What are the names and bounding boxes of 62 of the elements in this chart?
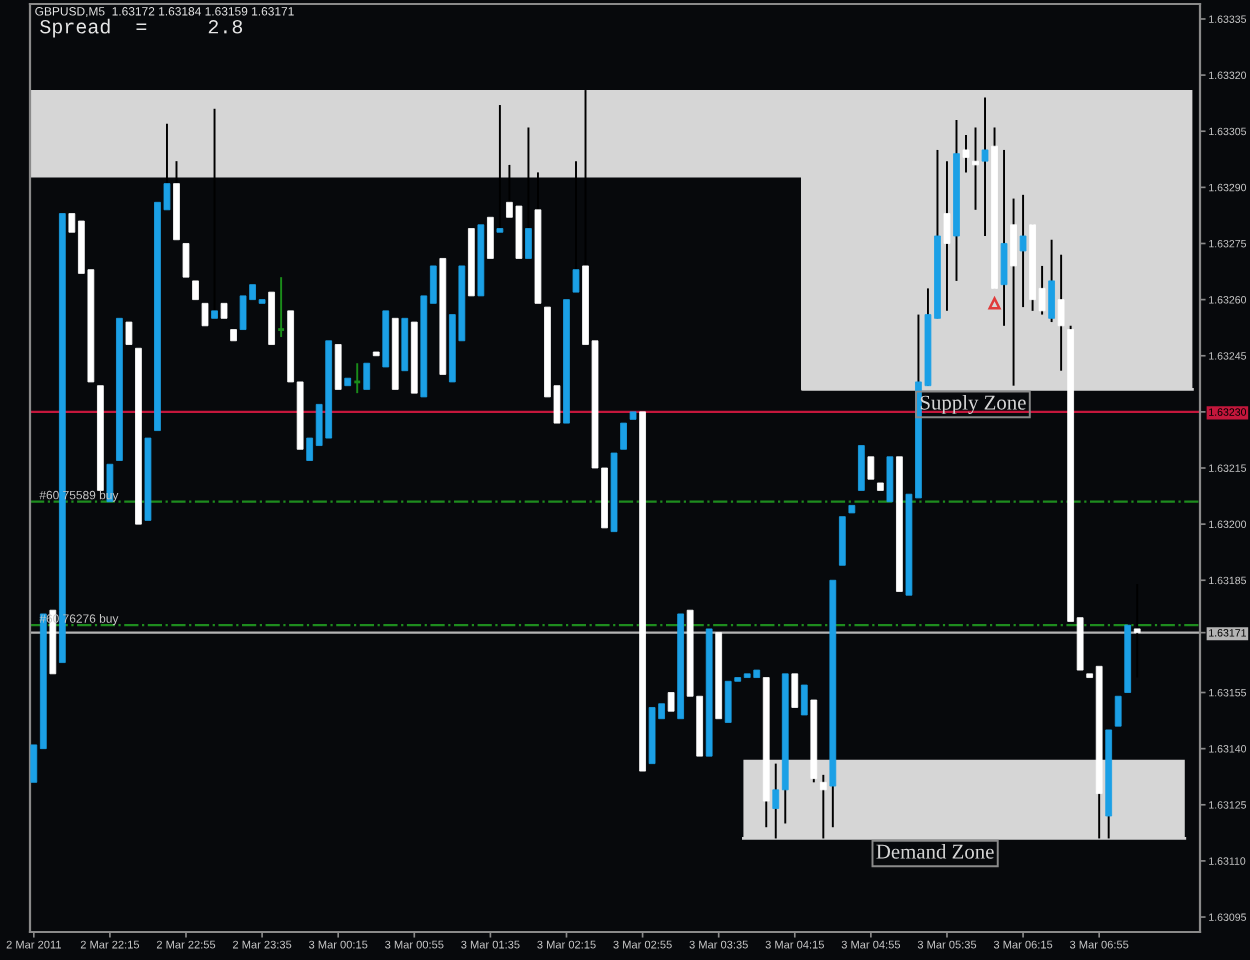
- candlestick: [1010, 197, 1017, 387]
- candlestick: [563, 299, 570, 424]
- candlestick: [858, 445, 865, 491]
- text: Spread = 2.8: [40, 18, 243, 38]
- candlestick: [677, 613, 684, 720]
- series-label: Demand Zone: [876, 844, 994, 859]
- candlestick: [667, 692, 675, 712]
- candlestick: [867, 456, 875, 480]
- candlestick: [439, 258, 447, 375]
- candlestick: [800, 684, 808, 716]
- candlestick: [230, 329, 237, 342]
- candlestick: [372, 351, 380, 357]
- candlestick: [211, 107, 218, 320]
- candlestick: [1048, 238, 1055, 324]
- candlestick: [943, 160, 951, 312]
- candlestick: [886, 456, 894, 503]
- candlestick: [363, 362, 371, 390]
- candlestick: [1133, 583, 1141, 679]
- candlestick: [382, 310, 390, 368]
- candlestick: [391, 317, 399, 390]
- candlestick: [1114, 695, 1122, 727]
- candlestick: [97, 385, 104, 491]
- candlestick: [116, 317, 123, 461]
- candlestick: [972, 126, 979, 211]
- candlestick: [1057, 253, 1065, 372]
- candlestick: [487, 216, 494, 259]
- candlestick: [1124, 624, 1132, 693]
- candlestick: [962, 134, 970, 174]
- candlestick: [610, 452, 618, 533]
- candlestick: [838, 516, 846, 566]
- candlestick: [525, 126, 532, 260]
- candlestick: [848, 505, 856, 514]
- candlestick: [58, 213, 66, 663]
- candlestick: [496, 104, 504, 234]
- candlestick: [410, 321, 418, 394]
- candlestick: [715, 632, 723, 720]
- candlestick: [620, 422, 627, 450]
- candlestick: [135, 347, 142, 525]
- candlestick: [344, 377, 352, 387]
- candlestick: [334, 344, 342, 390]
- candlestick: [468, 228, 475, 297]
- candlestick: [572, 160, 580, 294]
- candlestick: [1000, 148, 1008, 327]
- candlestick: [401, 317, 409, 372]
- candlestick: [144, 437, 152, 521]
- candlestick: [125, 321, 133, 345]
- candlestick: [477, 224, 485, 297]
- candlestick: [1019, 193, 1027, 309]
- candlestick: [182, 243, 190, 278]
- candlestick: [220, 302, 228, 319]
- candlestick: [629, 411, 637, 420]
- candlestick: [276, 276, 286, 338]
- candlestick: [268, 291, 275, 345]
- candlestick: [201, 302, 209, 327]
- candlestick: [705, 628, 713, 757]
- candlestick: [896, 456, 903, 592]
- candlestick: [819, 773, 827, 840]
- candlestick: [877, 482, 884, 491]
- candlestick: [192, 280, 199, 301]
- candlestick: [639, 411, 646, 772]
- candlestick: [981, 96, 989, 237]
- candlestick: [791, 673, 799, 708]
